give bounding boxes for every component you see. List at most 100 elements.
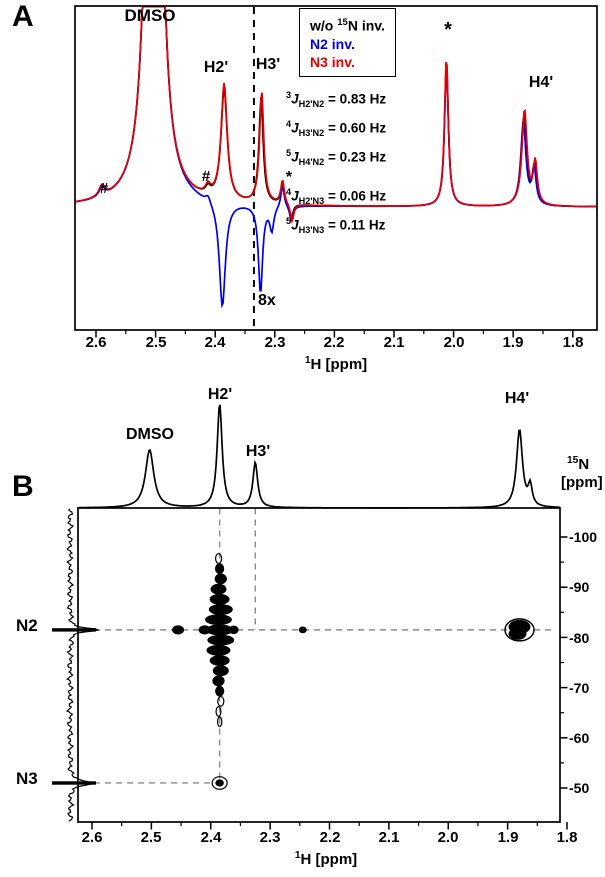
- coupling-sub: H4'N2: [298, 157, 325, 168]
- x-tick-label: 2.3: [259, 829, 281, 846]
- x-tick-label: 2.2: [319, 829, 341, 846]
- panel-b-plot: [52, 404, 568, 830]
- coupling-sub: H3'N3: [298, 224, 325, 235]
- coupling-val: = 0.06 Hz: [324, 188, 387, 204]
- impurity-asterisk-label: *: [444, 19, 452, 41]
- coupling-value-row: 4JH3'N2 = 0.60 Hz: [286, 114, 386, 143]
- y-axis-title-line1: 15N: [567, 455, 590, 473]
- contour: [215, 779, 224, 787]
- axis-title-text: H [ppm]: [300, 851, 358, 868]
- h1-projection-trace: [77, 404, 561, 509]
- coupling-value-row: 5JH4'N2 = 0.23 Hz: [286, 143, 386, 172]
- contour: [211, 776, 228, 790]
- contour: [216, 716, 223, 728]
- coupling-j: J: [291, 188, 299, 204]
- contour: [205, 614, 232, 626]
- contour: [504, 618, 535, 642]
- axis-title-text: H [ppm]: [310, 356, 368, 373]
- n15-projection-peak: [52, 628, 96, 632]
- x-tick-label: 2.0: [443, 334, 465, 351]
- contour: [508, 627, 527, 640]
- hash-mark-label: #: [99, 180, 109, 197]
- contour: [172, 625, 185, 635]
- legend-text: N inv.: [347, 17, 385, 34]
- contour: [208, 604, 233, 615]
- x-tick-label: 2.6: [81, 829, 103, 846]
- axis-title-text: N: [578, 456, 590, 473]
- axis-title-sup: 1: [294, 850, 301, 861]
- contour: [212, 665, 229, 677]
- cross-peak-dot: [298, 626, 307, 634]
- legend-item-wo-inv: w/o 15N inv.: [310, 14, 385, 35]
- x-tick-label: 1.8: [556, 829, 578, 846]
- x-tick-label: 1.9: [497, 829, 519, 846]
- cross-peak-medium: [172, 625, 185, 635]
- contour: [210, 583, 227, 595]
- row-label-n2: N2: [16, 616, 38, 635]
- coupling-sup: 4: [286, 119, 292, 130]
- y-tick-label: -90: [569, 579, 590, 595]
- peak-label-dmso-b: DMSO: [126, 426, 174, 443]
- x-axis-title-b: 1H [ppm]: [294, 850, 358, 868]
- panel-a-plot: [74, 5, 598, 338]
- panel-a-letter: A: [12, 0, 34, 33]
- n15-projection-trace: [65, 508, 100, 822]
- coupling-sup: 3: [286, 90, 292, 100]
- contour: [215, 706, 222, 717]
- coupling-val: = 0.60 Hz: [324, 120, 387, 136]
- contour: [215, 685, 225, 697]
- x-tick-label: 2.6: [85, 334, 107, 351]
- y-tick-label: -100: [569, 529, 598, 545]
- panel-a-frame: [74, 5, 598, 331]
- coupling-sup: 4: [286, 186, 292, 197]
- contour: [217, 695, 225, 707]
- x-tick-label: 2.2: [323, 334, 345, 351]
- x-tick-label: 2.0: [437, 829, 459, 846]
- contour: [215, 553, 223, 564]
- x-tick-label: 1.9: [502, 334, 524, 351]
- y-tick-label: -50: [569, 780, 590, 796]
- x-tick-label: 2.4: [200, 829, 222, 846]
- contour: [228, 625, 239, 635]
- peak-label-h4p-a: H4': [528, 74, 554, 91]
- coupling-sup: 5: [286, 148, 292, 159]
- coupling-annotations: 3JH2'N2 = 0.83 Hz 4JH3'N2 = 0.60 Hz 5JH4…: [286, 85, 386, 240]
- contour: [209, 593, 230, 605]
- coupling-j: J: [291, 149, 299, 165]
- coupling-val: = 0.11 Hz: [324, 217, 386, 233]
- x-tick-label: 2.1: [383, 334, 405, 351]
- contour: [209, 655, 230, 666]
- x-tick-label: 2.5: [140, 829, 162, 846]
- coupling-sub: H2'N3: [298, 195, 325, 206]
- contour: [214, 573, 227, 585]
- panel-b-frame: [77, 507, 561, 823]
- coupling-val: = 0.83 Hz: [324, 91, 387, 107]
- hash-mark-label: #: [201, 168, 211, 185]
- y-tick-label: -80: [569, 630, 590, 646]
- cross-peak-t1_ridge: [198, 553, 239, 728]
- x-tick-label: 2.4: [204, 334, 226, 351]
- x-tick-label: 2.5: [145, 334, 167, 351]
- coupling-j: J: [291, 120, 299, 136]
- coupling-val: = 0.23 Hz: [324, 149, 387, 165]
- coupling-j: J: [291, 217, 299, 233]
- contour: [206, 644, 231, 656]
- coupling-value-row: 5JH3'N3 = 0.11 Hz: [286, 211, 386, 240]
- cross-peak-weak: [211, 776, 228, 790]
- axis-title-sup: 1: [304, 355, 311, 366]
- cross-peak-strong: [504, 618, 535, 642]
- coupling-sub: H2'N2: [298, 99, 325, 110]
- peak-label-h4p-b: H4': [504, 390, 530, 407]
- legend-item-n2-inv: N2 inv.: [310, 35, 385, 53]
- legend-text: w/o: [310, 17, 338, 34]
- coupling-sub: H3'N2: [298, 128, 325, 139]
- legend-box: w/o 15N inv. N2 inv. N3 inv.: [299, 8, 396, 77]
- impurity-asterisk-label: *: [285, 169, 293, 186]
- x-tick-label: 2.1: [378, 829, 400, 846]
- legend-text-sup: 15: [337, 17, 348, 28]
- n15-projection-peak: [52, 781, 96, 785]
- x-tick-label: 2.3: [264, 334, 286, 351]
- coupling-value-row: 3JH2'N2 = 0.83 Hz: [286, 85, 386, 114]
